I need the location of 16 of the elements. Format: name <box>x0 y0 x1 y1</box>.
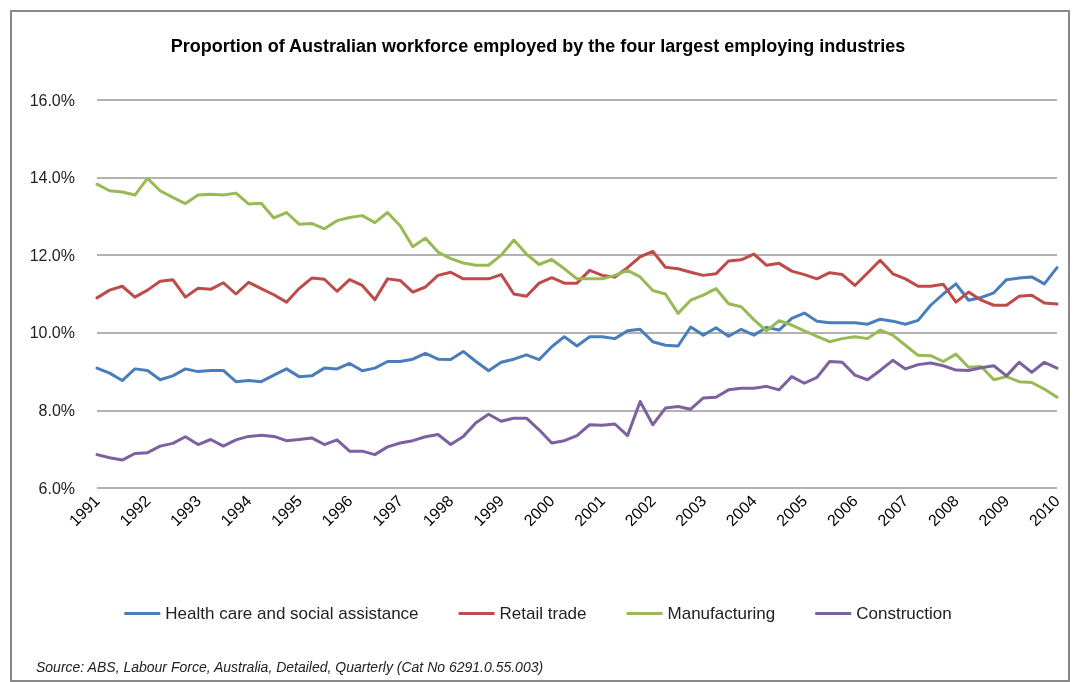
line-series <box>95 176 1059 399</box>
source-note: Source: ABS, Labour Force, Australia, Detailed, Quarterly (Cat No 6291.0.55.003) <box>36 659 544 675</box>
y-tick-label: 8.0% <box>38 401 75 419</box>
line-series <box>95 249 1059 307</box>
y-tick-label: 6.0% <box>38 479 75 497</box>
legend-label: Construction <box>856 604 952 623</box>
line-series <box>95 358 1059 462</box>
y-tick-label: 12.0% <box>29 246 75 264</box>
legend-label: Manufacturing <box>667 604 776 623</box>
legend-label: Retail trade <box>499 604 587 623</box>
chart-title: Proportion of Australian workforce employed by the four largest employing industries <box>170 36 906 56</box>
y-tick-label: 16.0% <box>29 91 75 109</box>
line-series <box>95 266 1059 384</box>
y-tick-label: 10.0% <box>29 324 75 342</box>
legend-label: Health care and social assistance <box>165 604 419 623</box>
y-tick-label: 14.0% <box>29 169 75 187</box>
